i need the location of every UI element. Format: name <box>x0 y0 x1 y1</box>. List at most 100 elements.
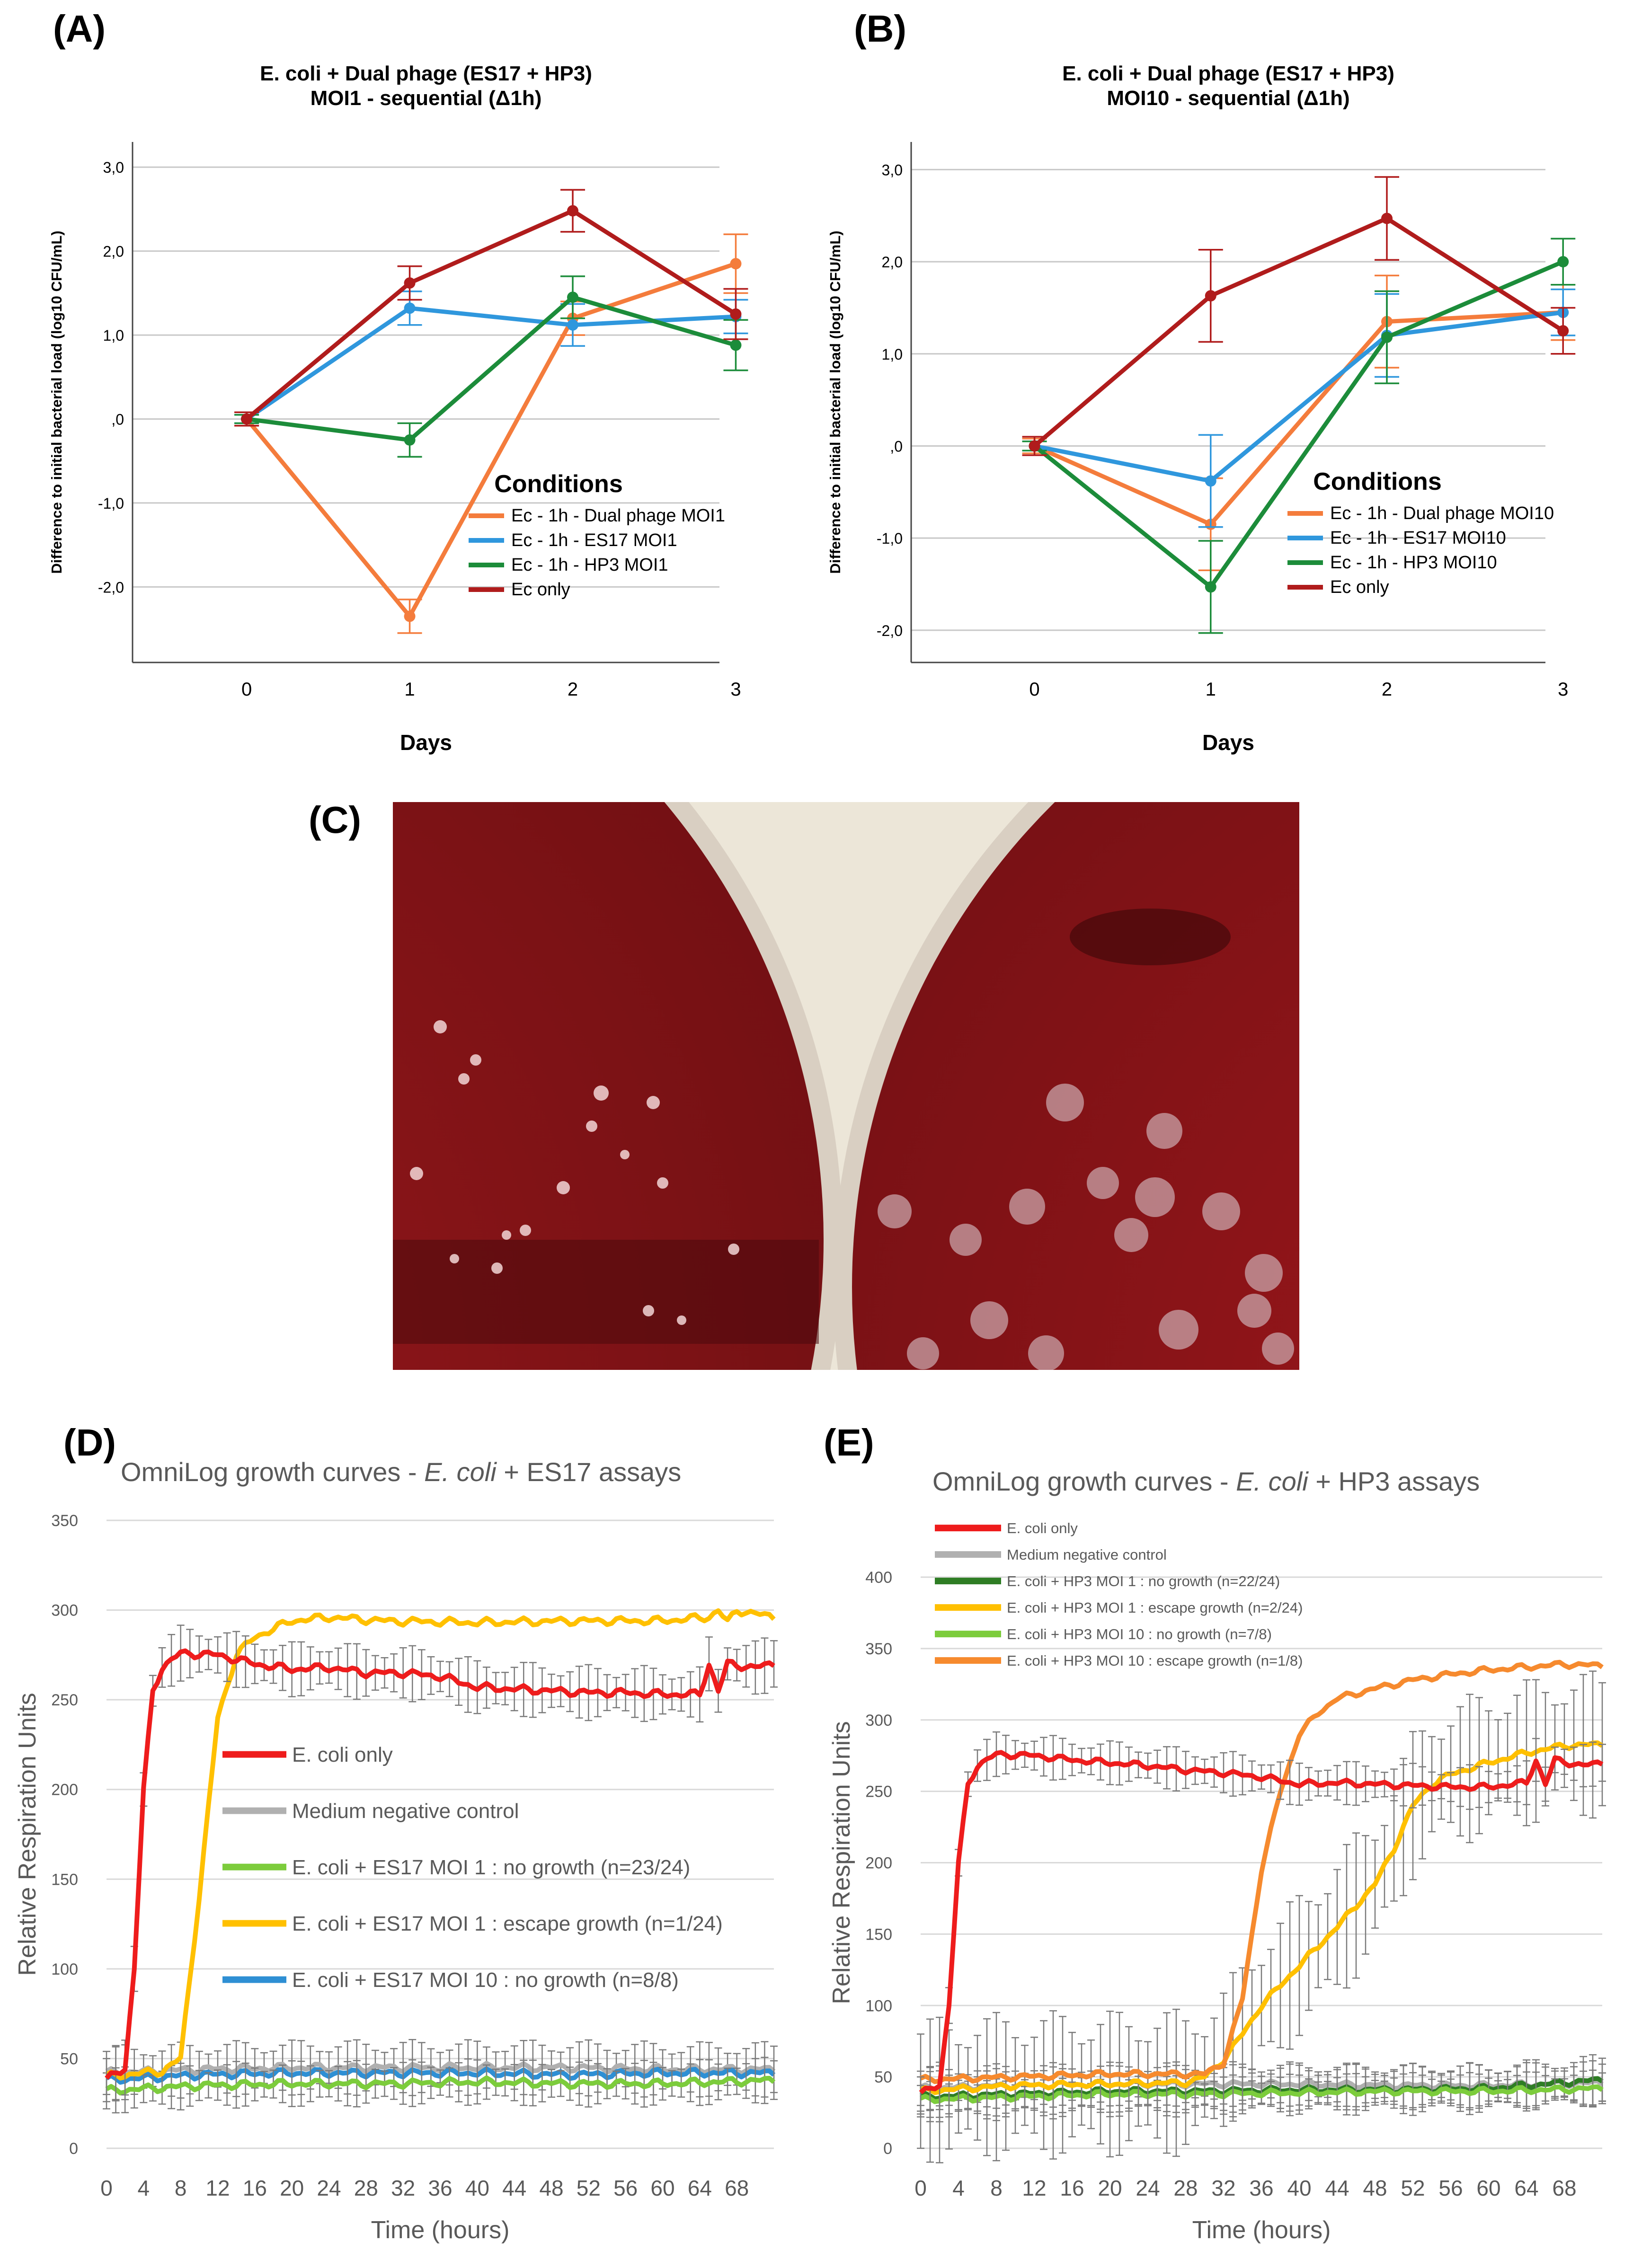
x-tick-label: 1 <box>1206 679 1216 700</box>
series-line <box>105 1648 775 2080</box>
y-axis-title: Relative Respiration Units <box>828 1721 855 2004</box>
large-plaque-colony <box>907 1337 939 1369</box>
small-colony <box>657 1177 668 1189</box>
legend-label: Ec - 1h - HP3 MOI10 <box>1330 553 1497 573</box>
y-tick-label: 100 <box>865 1997 892 2015</box>
x-tick-label: 64 <box>1514 2176 1538 2200</box>
legend-label: Ec only <box>1330 577 1389 597</box>
y-tick-label: 300 <box>51 1602 78 1620</box>
x-tick-label: 40 <box>1287 2176 1311 2200</box>
series-line <box>919 1740 1604 2095</box>
data-point <box>404 434 416 446</box>
large-plaque-colony <box>1087 1167 1119 1199</box>
large-plaque-colony <box>950 1224 982 1256</box>
x-tick-label: 20 <box>280 2176 304 2200</box>
photo-dark-shadow <box>393 1240 819 1344</box>
data-point <box>1205 475 1216 487</box>
large-plaque-colony <box>878 1194 912 1228</box>
panel-label-a: (A) <box>53 8 106 50</box>
x-axis-title: Time (hours) <box>371 2216 510 2244</box>
large-plaque-colony <box>1146 1113 1182 1149</box>
series-line <box>1034 310 1563 484</box>
x-tick-label: 0 <box>241 679 252 700</box>
x-axis-title: Days <box>400 730 452 755</box>
legend-title: Conditions <box>1313 468 1442 495</box>
small-colony <box>728 1244 739 1255</box>
y-tick-label: 1,0 <box>882 346 903 363</box>
x-tick-label: 3 <box>730 679 741 700</box>
x-tick-label: 56 <box>613 2176 638 2200</box>
small-colony <box>434 1020 447 1033</box>
y-tick-label: -2,0 <box>877 622 903 639</box>
chart-title: E. coli + Dual phage (ES17 + HP3) <box>260 62 592 85</box>
colonies <box>410 1020 1294 1370</box>
y-tick-label: 300 <box>865 1712 892 1730</box>
legend-label: Ec only <box>511 580 570 600</box>
series-line <box>1033 216 1564 448</box>
small-colony <box>594 1085 609 1101</box>
chart-subtitle: MOI10 - sequential (Δ1h) <box>1107 87 1349 110</box>
legend-label: E. coli only <box>292 1743 393 1766</box>
x-tick-label: 24 <box>1136 2176 1160 2200</box>
data-point <box>1205 290 1216 302</box>
series-line <box>919 1750 1604 2094</box>
x-tick-label: 20 <box>1098 2176 1122 2200</box>
data-point <box>1205 581 1216 593</box>
small-colony <box>643 1305 654 1316</box>
chart-title: OmniLog growth curves - E. coli + ES17 a… <box>121 1457 681 1487</box>
title-part: OmniLog growth curves - <box>932 1466 1236 1496</box>
x-tick-label: 48 <box>1363 2176 1387 2200</box>
y-tick-label: 200 <box>865 1854 892 1872</box>
series-line <box>920 1659 1604 2084</box>
legend-label: Ec - 1h - HP3 MOI1 <box>511 555 668 575</box>
x-tick-label: 16 <box>243 2176 267 2200</box>
small-colony <box>502 1230 511 1240</box>
x-tick-label: 4 <box>952 2176 965 2200</box>
x-tick-label: 36 <box>428 2176 452 2200</box>
small-colony <box>470 1054 481 1066</box>
small-colony <box>410 1167 423 1180</box>
small-colony <box>557 1181 570 1194</box>
chart-a-difference-moi1: E. coli + Dual phage (ES17 + HP3)MOI1 - … <box>48 62 748 755</box>
agar-left <box>393 802 824 1370</box>
y-tick-label: ,0 <box>111 411 124 428</box>
y-tick-label: 250 <box>51 1691 78 1709</box>
series-line <box>105 1608 776 2081</box>
title-part: E. coli <box>1236 1466 1309 1496</box>
x-tick-label: 3 <box>1558 679 1568 700</box>
y-tick-label: 2,0 <box>103 243 124 260</box>
y-tick-label: 400 <box>865 1569 892 1587</box>
x-tick-label: 32 <box>391 2176 415 2200</box>
chart-title: E. coli + Dual phage (ES17 + HP3) <box>1062 62 1394 85</box>
x-tick-label: 0 <box>914 2176 927 2200</box>
legend-label: E. coli + ES17 MOI 10 : no growth (n=8/8… <box>292 1968 679 1992</box>
x-tick-label: 2 <box>568 679 578 700</box>
x-tick-label: 12 <box>205 2176 230 2200</box>
x-tick-label: 52 <box>1401 2176 1425 2200</box>
large-plaque-colony <box>1009 1189 1045 1225</box>
x-tick-label: 56 <box>1438 2176 1463 2200</box>
data-point <box>730 339 742 351</box>
legend-label: Medium negative control <box>292 1800 519 1823</box>
y-tick-label: 3,0 <box>882 161 903 178</box>
legend-label: E. coli + HP3 MOI 10 : escape growth (n=… <box>1007 1652 1303 1669</box>
legend-label: E. coli + HP3 MOI 10 : no growth (n=7/8) <box>1007 1626 1272 1642</box>
x-tick-label: 8 <box>990 2176 1003 2200</box>
small-colony <box>520 1225 531 1236</box>
x-tick-label: 44 <box>502 2176 526 2200</box>
data-point <box>1381 331 1393 343</box>
y-tick-label: 250 <box>865 1783 892 1801</box>
series-line <box>1033 259 1564 590</box>
large-plaque-colony <box>970 1301 1008 1339</box>
legend-label: Ec - 1h - Dual phage MOI1 <box>511 506 725 526</box>
title-part: E. coli <box>424 1457 497 1487</box>
y-tick-label: 150 <box>51 1871 78 1889</box>
large-plaque-colony <box>1237 1294 1271 1328</box>
large-plaque-colony <box>1114 1218 1148 1252</box>
data-point <box>1557 256 1569 268</box>
legend-label: E. coli only <box>1007 1520 1078 1536</box>
x-tick-label: 28 <box>354 2176 378 2200</box>
x-tick-label: 68 <box>1552 2176 1576 2200</box>
y-tick-label: -2,0 <box>98 579 124 596</box>
x-tick-label: 16 <box>1060 2176 1084 2200</box>
